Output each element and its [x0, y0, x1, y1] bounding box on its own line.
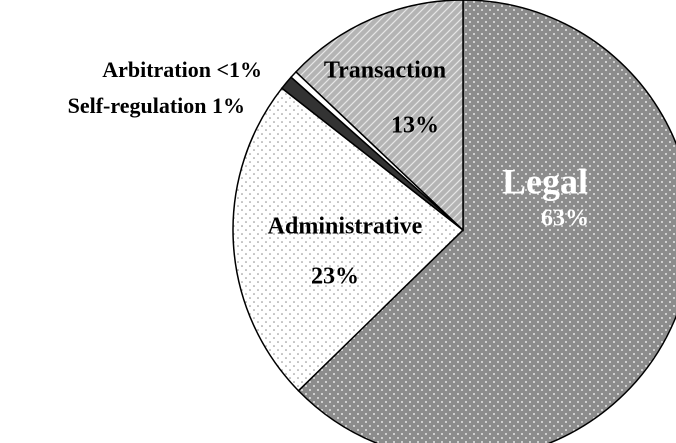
value-label: 1% [212, 93, 245, 118]
pie-slice [294, 0, 464, 232]
category-label: Administrative [268, 214, 423, 240]
value-label: 13% [391, 113, 439, 139]
category-label: Self-regulation [68, 93, 207, 118]
category-label: Arbitration [102, 57, 211, 82]
value-label: 23% [311, 264, 359, 290]
pie-slice [232, 87, 465, 392]
category-label: Transaction [324, 58, 446, 84]
slice-label: Self-regulation 1% [68, 93, 245, 118]
value-label: 63% [541, 206, 589, 232]
value-label: <1% [216, 57, 262, 82]
category-label: Legal [502, 161, 588, 201]
pie-slice [297, 0, 676, 443]
slice-label: Arbitration <1% [102, 57, 262, 82]
